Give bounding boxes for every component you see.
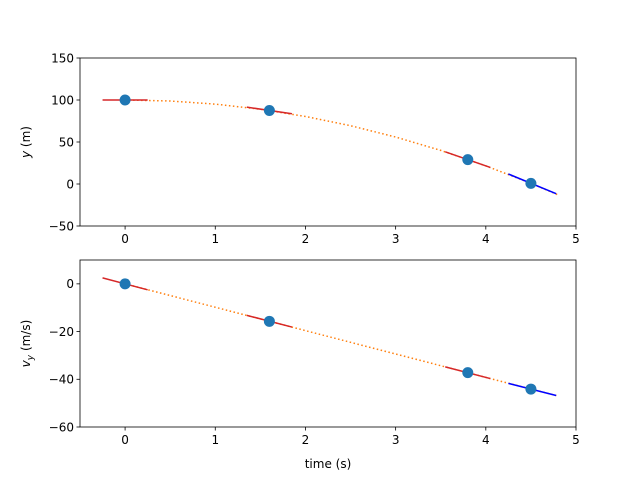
x-tick-label: 2 [302,232,310,246]
sample-point-1 [263,315,275,327]
y-tick-label: 0 [66,277,74,291]
y-tick-label: −40 [49,373,74,387]
sample-point-3 [525,177,537,189]
x-axis-label: time (s) [305,457,352,471]
x-tick-label: 1 [211,433,219,447]
x-tick-label: 5 [572,232,580,246]
y-axis-label: y (m) [19,126,33,159]
plot-area [102,94,559,196]
y-tick-label: −20 [49,325,74,339]
axes-frame [79,259,577,428]
sample-point-2 [462,154,474,166]
trajectory-line [125,99,559,196]
y-tick-label: −50 [49,219,74,233]
velocity-subplot: 0 1 2 3 4 5 −60 −40 −20 0 time (s) vy (m/s) [19,259,580,471]
y-tick-label: 0 [66,177,74,191]
x-tick-label: 3 [392,433,400,447]
x-tick-label: 4 [482,433,490,447]
y-tick-label: −60 [49,420,74,434]
plot-area [102,277,559,397]
x-tick-label: 0 [121,232,129,246]
sample-point-2 [462,367,474,379]
x-tick-label: 1 [211,232,219,246]
y-tick-label: 150 [51,51,74,65]
x-tick-label: 3 [392,232,400,246]
x-tick-label: 5 [572,433,580,447]
sample-point-0 [119,278,131,290]
x-tick-label: 2 [302,433,310,447]
sample-point-1 [263,105,275,116]
x-tick-label: 0 [121,433,129,447]
y-tick-label: 100 [51,93,74,107]
sample-point-0 [119,94,131,106]
trajectory-line [124,283,559,397]
x-tick-label: 4 [482,232,490,246]
position-subplot: 0 1 2 3 4 5 −50 0 50 100 150 y (m) [19,51,580,246]
y-tick-label: 50 [59,135,74,149]
y-axis-label: vy (m/s) [19,320,36,368]
sample-point-3 [525,383,537,395]
